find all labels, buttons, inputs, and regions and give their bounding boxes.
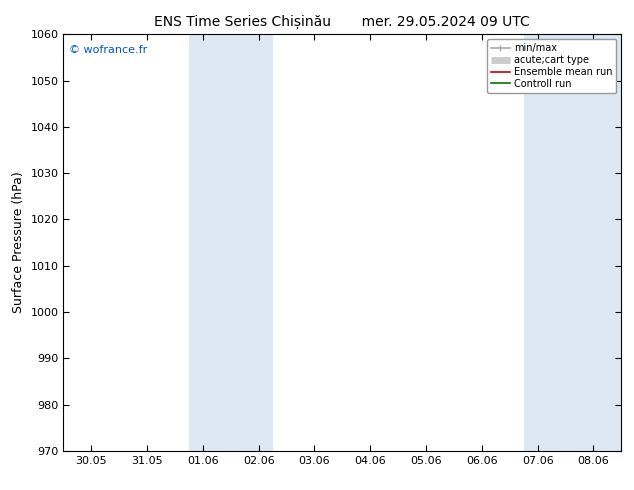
Bar [524,34,621,451]
Text: © wofrance.fr: © wofrance.fr [69,45,147,55]
Y-axis label: Surface Pressure (hPa): Surface Pressure (hPa) [12,172,25,314]
Bar [189,34,273,451]
Legend: min/max, acute;cart type, Ensemble mean run, Controll run: min/max, acute;cart type, Ensemble mean … [487,39,616,93]
Title: ENS Time Series Chișinău       mer. 29.05.2024 09 UTC: ENS Time Series Chișinău mer. 29.05.2024… [155,15,530,29]
